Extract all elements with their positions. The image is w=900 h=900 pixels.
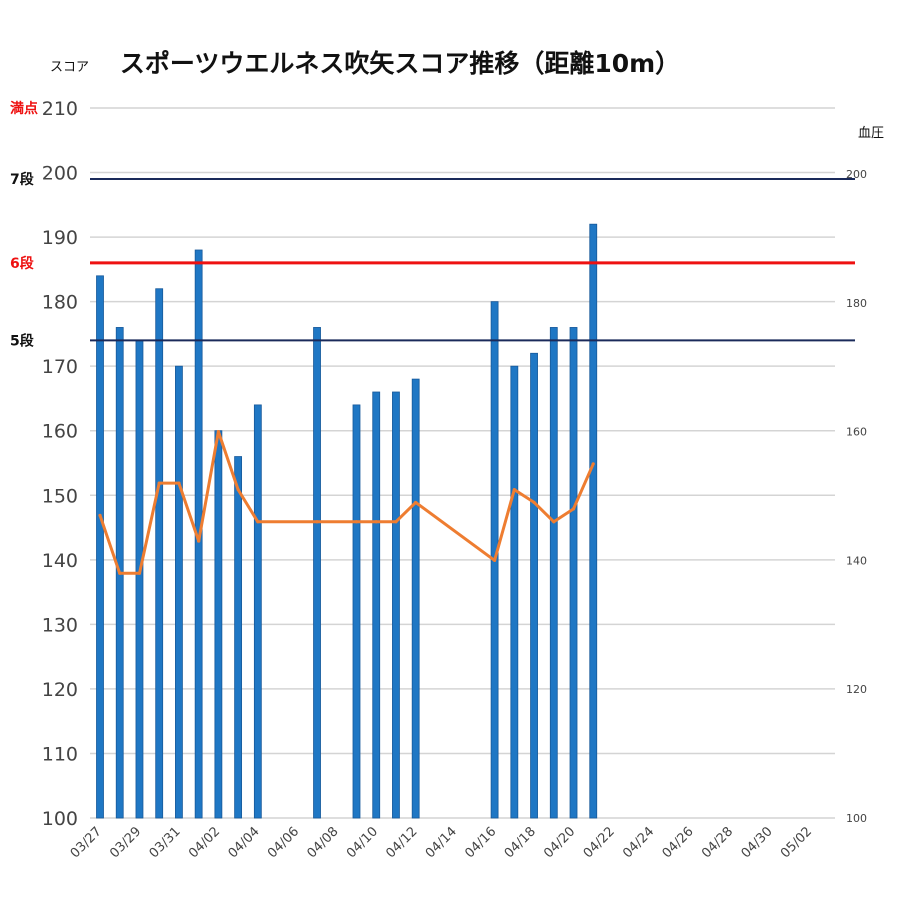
bar xyxy=(352,404,361,819)
y2-tick-label: 100 xyxy=(846,812,867,825)
y-tick-label: 160 xyxy=(42,421,78,443)
line-point xyxy=(236,487,240,492)
y-tick-label: 120 xyxy=(42,679,78,701)
x-tick-label: 04/02 xyxy=(186,824,223,861)
line-point xyxy=(512,487,516,492)
y-tick-label: 150 xyxy=(42,485,78,507)
bar xyxy=(313,327,321,819)
bar xyxy=(411,378,420,819)
x-tick-label: 04/12 xyxy=(383,824,420,861)
bar xyxy=(549,327,558,819)
line-point xyxy=(414,500,418,505)
bar xyxy=(155,288,164,819)
bar xyxy=(372,391,381,819)
x-tick-label: 05/02 xyxy=(778,824,815,861)
reference-line-label: 7段 xyxy=(10,171,34,188)
bar xyxy=(135,339,144,819)
y-tick-label: 190 xyxy=(42,227,78,249)
line-point xyxy=(374,520,378,524)
x-tick-label: 04/16 xyxy=(462,824,499,861)
x-tick-label: 03/29 xyxy=(107,824,144,861)
bar xyxy=(214,430,223,819)
y-tick-label: 210 xyxy=(42,98,78,120)
y-tick-label: 180 xyxy=(42,292,78,314)
x-tick-label: 04/24 xyxy=(620,824,657,861)
x-tick-label: 04/26 xyxy=(660,824,697,861)
line-point xyxy=(216,430,220,434)
line-point xyxy=(256,520,260,524)
bar xyxy=(589,223,598,819)
bar xyxy=(253,404,262,819)
y-axis-label-left: スコア xyxy=(50,60,90,75)
line-point xyxy=(552,520,556,524)
y2-tick-label: 140 xyxy=(846,554,867,567)
line-point xyxy=(197,539,201,543)
line-point xyxy=(394,520,398,524)
line-point xyxy=(118,571,122,575)
y-axis-label-right: 血圧 xyxy=(858,126,885,141)
reference-line-label: 満点 xyxy=(10,100,38,117)
x-tick-label: 04/08 xyxy=(304,824,341,861)
line-point xyxy=(571,507,576,511)
y-tick-label: 100 xyxy=(42,808,78,830)
y-tick-label: 130 xyxy=(42,614,78,636)
line-point xyxy=(532,500,536,505)
y-tick-label: 200 xyxy=(42,163,78,185)
x-tick-label: 04/30 xyxy=(739,824,776,861)
x-tick-label: 04/18 xyxy=(502,824,539,861)
line-point xyxy=(177,481,181,485)
y-tick-label: 170 xyxy=(42,356,78,378)
line-point xyxy=(354,520,359,524)
y2-tick-label: 200 xyxy=(846,168,867,181)
line-series xyxy=(98,430,595,575)
line-point xyxy=(98,513,102,517)
bar xyxy=(96,275,104,819)
x-tick-label: 04/04 xyxy=(226,824,263,861)
bar xyxy=(234,456,243,819)
bar xyxy=(175,365,183,819)
chart-title: スポーツウエルネス吹矢スコア推移（距離10m） xyxy=(119,49,681,78)
reference-line-label: 6段 xyxy=(10,255,34,272)
x-tick-label: 04/06 xyxy=(265,824,302,861)
x-tick-label: 04/22 xyxy=(581,824,618,861)
line-point xyxy=(493,558,497,563)
x-tick-label: 04/20 xyxy=(541,824,578,861)
reference-line-label: 5段 xyxy=(10,332,34,349)
y2-tick-label: 120 xyxy=(846,683,867,696)
bar xyxy=(530,352,538,819)
bar xyxy=(510,365,519,819)
bar xyxy=(392,391,400,819)
bar xyxy=(569,327,578,819)
line-point xyxy=(315,520,319,524)
line-point xyxy=(137,571,142,575)
y-tick-label: 110 xyxy=(42,743,78,765)
y2-tick-label: 160 xyxy=(846,426,867,439)
y2-tick-label: 180 xyxy=(846,297,867,310)
line-point xyxy=(157,481,161,485)
x-tick-label: 04/28 xyxy=(699,824,736,861)
x-tick-label: 04/14 xyxy=(423,824,460,861)
y-tick-label: 140 xyxy=(42,550,78,572)
x-tick-label: 03/31 xyxy=(147,824,184,861)
line-point xyxy=(591,462,595,466)
x-tick-label: 04/10 xyxy=(344,824,381,861)
